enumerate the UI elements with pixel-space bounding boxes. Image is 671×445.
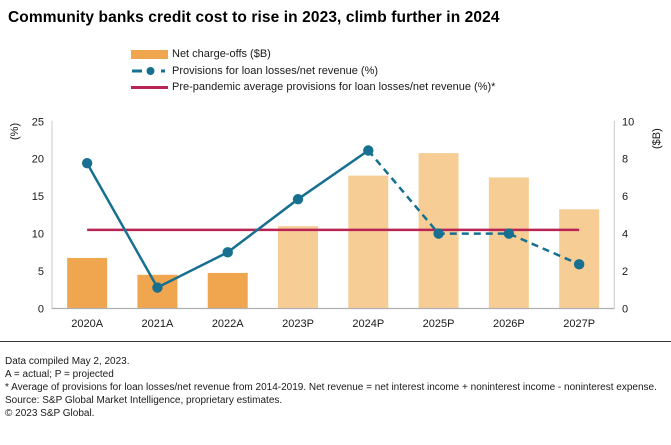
bar-swatch-icon: [131, 49, 168, 59]
x-axis-label: 2025P: [423, 318, 455, 330]
bar-2026P: [488, 177, 529, 309]
legend-label: Provisions for loan losses/net revenue (…: [172, 64, 379, 77]
left-axis-tick: 15: [32, 191, 44, 203]
right-axis-tick: 0: [622, 304, 628, 316]
right-axis-tick: 2: [622, 266, 628, 278]
chart-legend: Net charge-offs ($B) Provisions for loan…: [131, 46, 495, 96]
provisions-point-2024P: [363, 145, 374, 156]
bar-2022A: [207, 272, 248, 309]
combo-chart: 0 5 10 15 20 25 0 2 4 6 8 10 (%) ($B) 2020A 2021A 2022A 2…: [0, 100, 671, 340]
provisions-line-solid: [86, 149, 370, 290]
provisions-point-2023P: [292, 193, 304, 205]
bar-2023P: [278, 226, 319, 309]
footer-copyright: © 2023 S&P Global.: [5, 408, 95, 419]
provisions-point-2025P: [433, 228, 444, 239]
left-axis-tick: 25: [32, 116, 44, 128]
footer-notes: Data compiled May 2, 2023. A = actual; P…: [5, 355, 666, 420]
right-axis-title: ($B): [651, 128, 663, 149]
provisions-point-2022A: [222, 247, 233, 258]
footer-source: Source: S&P Global Market Intelligence, …: [5, 395, 283, 406]
left-axis-title: (%): [9, 123, 21, 140]
right-axis-tick: 4: [622, 229, 628, 241]
x-axis-label: 2027P: [563, 318, 595, 330]
legend-item-provisions: Provisions for loan losses/net revenue (…: [131, 63, 495, 80]
footer-divider: [0, 341, 671, 342]
x-axis-label: 2020A: [71, 318, 103, 330]
bar-2024P: [348, 175, 389, 309]
page-title: Community banks credit cost to rise in 2…: [8, 9, 500, 26]
x-axis-label: 2026P: [493, 318, 525, 330]
provisions-point-2026P: [503, 228, 515, 239]
x-axis-label: 2022A: [212, 318, 244, 330]
footer-compiled-date: Data compiled May 2, 2023.: [5, 356, 130, 367]
left-axis-tick: 20: [32, 154, 44, 166]
right-axis-tick: 10: [622, 116, 634, 128]
provisions-line-dashed: [367, 149, 580, 266]
footer-key: A = actual; P = projected: [5, 369, 114, 380]
x-axis-label: 2023P: [282, 318, 314, 330]
left-axis-tick: 10: [32, 229, 44, 241]
right-axis-tick: 6: [622, 191, 628, 203]
line-swatch-icon: [131, 85, 168, 89]
x-axis-label: 2021A: [142, 318, 174, 330]
left-axis-tick: 5: [38, 266, 44, 278]
provisions-point-2020A: [81, 158, 93, 169]
bar-2020A: [67, 257, 108, 309]
left-axis-tick: 0: [38, 304, 44, 316]
provisions-point-2021A: [152, 282, 163, 293]
legend-item-net-charge-offs: Net charge-offs ($B): [131, 46, 495, 63]
legend-item-pre-pandemic-average: Pre-pandemic average provisions for loan…: [131, 79, 495, 96]
dashed-line-dot-icon: [131, 66, 168, 76]
footer-asterisk-note: * Average of provisions for loan losses/…: [5, 382, 657, 393]
legend-label: Pre-pandemic average provisions for loan…: [172, 81, 496, 94]
legend-label: Net charge-offs ($B): [172, 48, 271, 61]
provisions-point-2027P: [573, 259, 585, 270]
chart-canvas: 0 5 10 15 20 25 0 2 4 6 8 10 (%) ($B) 2020A 2021A 2022A 2…: [9, 116, 663, 330]
x-axis-label: 2024P: [352, 318, 384, 330]
right-axis-tick: 8: [622, 154, 628, 166]
